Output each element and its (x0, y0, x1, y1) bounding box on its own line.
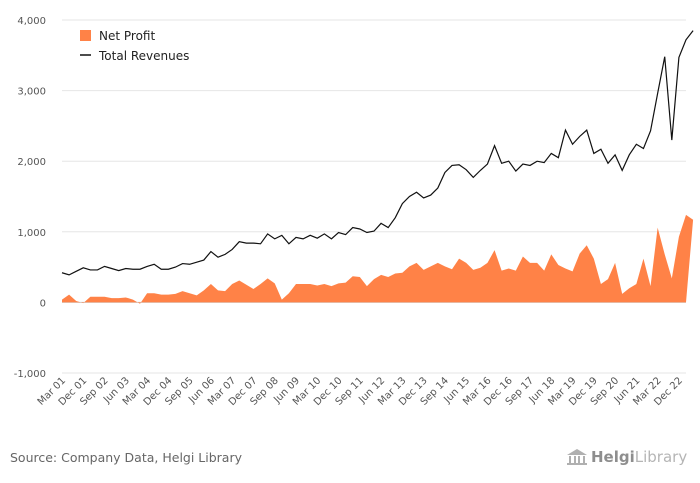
library-building-icon (567, 449, 587, 465)
y-tick-label: 3,000 (17, 87, 46, 98)
total-revenues-line (61, 30, 694, 276)
y-axis-labels: -1,000 0 1,000 2,000 3,000 4,000 (14, 16, 46, 380)
brand-name-light: Library (634, 448, 688, 466)
legend: Net Profit Total Revenues (80, 29, 189, 63)
legend-label-net-profit: Net Profit (99, 29, 155, 43)
net-profit-area (62, 214, 694, 304)
grid-lines (62, 19, 686, 374)
total-revenues-line-layer (61, 30, 694, 276)
source-note: Source: Company Data, Helgi Library (10, 450, 243, 465)
legend-swatch-net-profit (80, 30, 91, 41)
y-tick-label: 1,000 (17, 228, 46, 239)
y-tick-label: 4,000 (17, 16, 46, 27)
y-tick-label: 0 (40, 298, 46, 309)
y-tick-label: 2,000 (17, 157, 46, 168)
brand-name-bold: Helgi (591, 448, 635, 466)
helgi-library-logo: Helgi Library (566, 448, 687, 466)
y-tick-label: -1,000 (14, 369, 46, 380)
legend-label-total-revenues: Total Revenues (98, 49, 189, 63)
net-profit-area-layer (62, 214, 694, 304)
